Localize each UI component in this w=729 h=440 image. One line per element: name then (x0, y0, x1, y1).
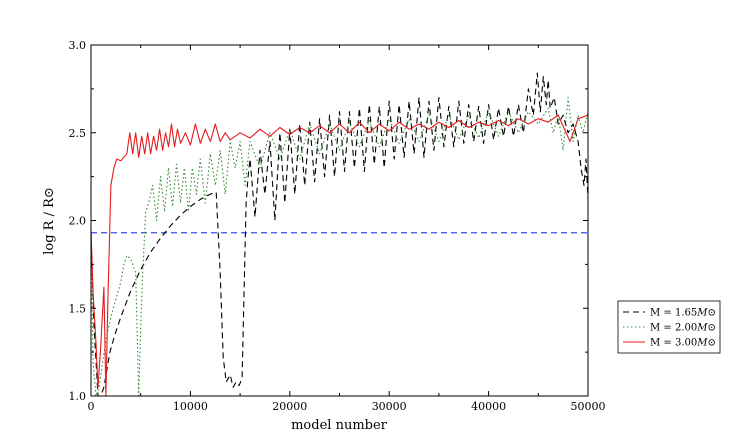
y-tick-label: 1.0 (69, 390, 87, 403)
y-tick-label: 3.0 (69, 39, 87, 52)
series-line-3 (91, 114, 588, 396)
y-axis-title: log R / R⊙ (42, 187, 57, 255)
y-tick-label: 2.5 (69, 127, 87, 140)
x-tick-label: 0 (88, 400, 95, 413)
axes: 0 10000 20000 30000 40000 50000 1.0 1.5 2.0 2.5 3.… (69, 39, 606, 413)
legend-label-2: M = 2.00M⊙ (650, 323, 716, 334)
x-tick-label: 10000 (173, 400, 208, 413)
legend-label-3: M = 3.00M⊙ (650, 338, 716, 349)
x-tick-label: 30000 (372, 400, 407, 413)
series-line-2 (91, 97, 588, 396)
plot-area (91, 72, 588, 396)
x-tick-label: 40000 (471, 400, 506, 413)
legend: M = 1.65M⊙ M = 2.00M⊙ M = 3.00M⊙ (617, 300, 721, 354)
x-tick-label: 20000 (272, 400, 307, 413)
legend-label-1: M = 1.65M⊙ (650, 308, 716, 319)
series-line-1 (91, 72, 588, 396)
y-tick-label: 2.0 (69, 215, 87, 228)
plot-frame (90, 44, 589, 397)
x-tick-label: 50000 (571, 400, 606, 413)
y-tick-label: 1.5 (69, 302, 87, 315)
x-axis-title: model number (291, 418, 388, 433)
